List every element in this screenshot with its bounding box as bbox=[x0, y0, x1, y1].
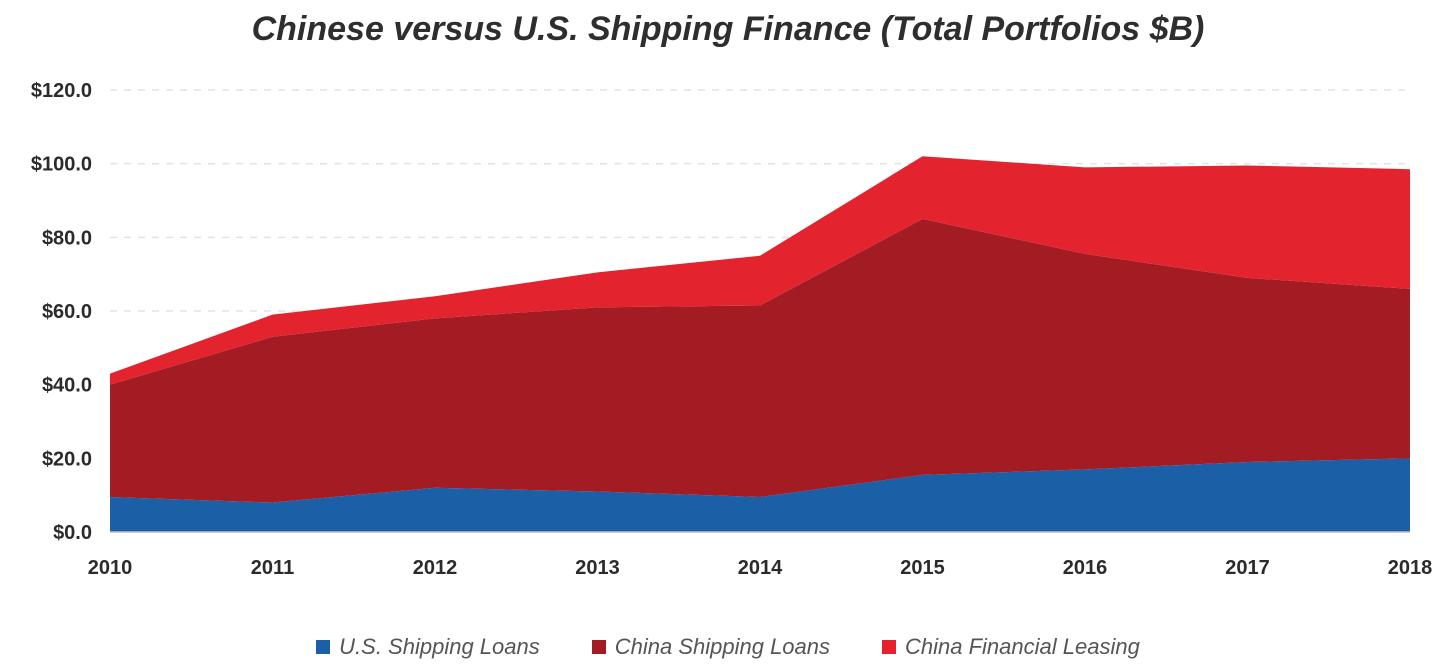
series-areas bbox=[110, 156, 1410, 532]
legend-swatch bbox=[316, 640, 331, 654]
legend-item: China Shipping Loans bbox=[591, 634, 831, 660]
legend-swatch bbox=[882, 640, 897, 654]
chart-title: Chinese versus U.S. Shipping Finance (To… bbox=[251, 10, 1205, 48]
x-tick-label: 2013 bbox=[575, 557, 620, 579]
y-tick-label: $0.0 bbox=[53, 522, 92, 544]
legend-swatch bbox=[591, 640, 606, 654]
y-tick-label: $40.0 bbox=[42, 375, 92, 397]
x-tick-labels: 2010 2011 2012 2013 2014 2015 2016 2017 2018 bbox=[88, 557, 1433, 579]
legend-item: U.S. Shipping Loans bbox=[316, 634, 540, 660]
y-tick-label: $80.0 bbox=[42, 227, 92, 249]
y-tick-label: $100.0 bbox=[31, 154, 92, 176]
y-tick-label: $60.0 bbox=[42, 301, 92, 323]
x-tick-label: 2010 bbox=[88, 557, 133, 579]
x-tick-label: 2011 bbox=[251, 557, 294, 579]
legend-label: China Shipping Loans bbox=[614, 634, 831, 659]
x-tick-label: 2017 bbox=[1225, 557, 1270, 579]
x-tick-label: 2016 bbox=[1063, 557, 1108, 579]
y-tick-label: $120.0 bbox=[31, 80, 92, 102]
area-series-2 bbox=[110, 218, 1410, 503]
y-tick-labels: $0.0 $20.0 $40.0 $60.0 $80.0 $100.0 $120.0 bbox=[31, 80, 92, 544]
x-tick-label: 2014 bbox=[738, 557, 783, 579]
area-series-1 bbox=[110, 458, 1410, 532]
legend-item: China Financial Leasing bbox=[882, 634, 1140, 660]
y-tick-label: $20.0 bbox=[42, 448, 92, 470]
area-series-3 bbox=[110, 156, 1410, 385]
x-tick-label: 2015 bbox=[900, 557, 945, 579]
legend-label: U.S. Shipping Loans bbox=[339, 634, 540, 659]
legend-label: China Financial Leasing bbox=[905, 634, 1140, 659]
x-tick-label: 2012 bbox=[413, 557, 458, 579]
x-tick-label: 2018 bbox=[1388, 557, 1433, 579]
legend: U.S. Shipping Loans China Shipping Loans C… bbox=[0, 634, 1456, 660]
